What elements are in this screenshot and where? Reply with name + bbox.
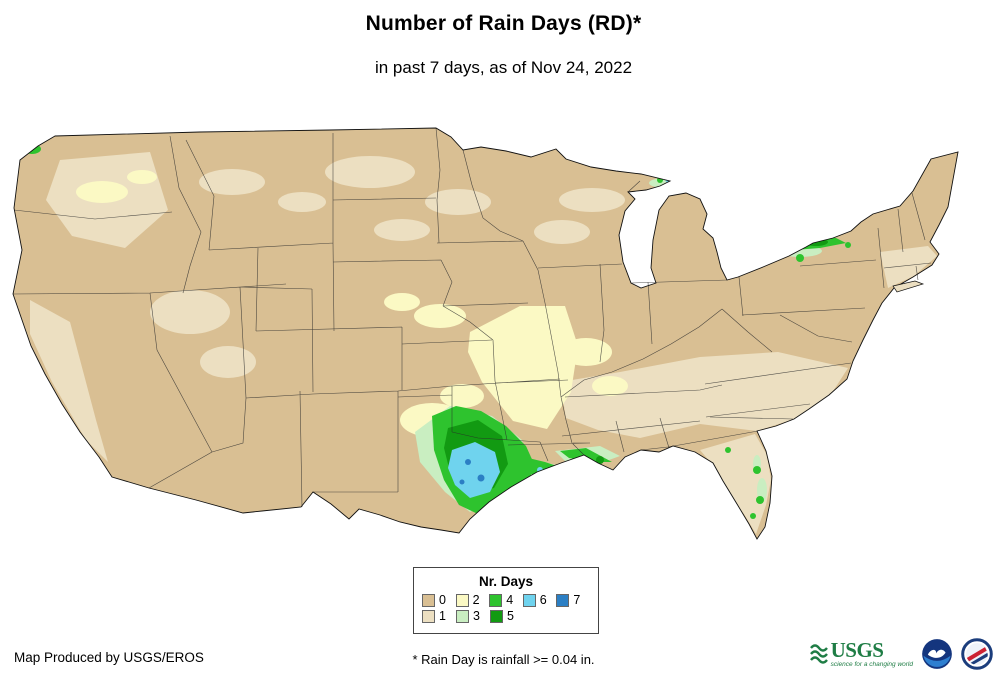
- regions-7-days: [459, 459, 485, 485]
- legend-swatch: [490, 610, 503, 623]
- legend-swatch: [489, 594, 503, 607]
- legend-swatch: [422, 594, 435, 607]
- legend-value-label: 6: [539, 593, 547, 607]
- legend-value-label: 2: [472, 593, 480, 607]
- legend-row: 1 3 5: [422, 610, 590, 626]
- legend-item: 1: [422, 610, 456, 623]
- usgs-text-block: USGS science for a changing world: [830, 638, 913, 669]
- legend-value-label: 7: [573, 593, 581, 607]
- usgs-tagline: science for a changing world: [830, 661, 913, 668]
- credit-text: Map Produced by USGS/EROS: [14, 650, 204, 665]
- legend-rows: 0 2 4 6 7 1 3 5: [422, 594, 590, 626]
- state-boundaries: [12, 127, 932, 508]
- legend-title: Nr. Days: [478, 574, 534, 589]
- agency-logos: USGS science for a changing world: [809, 638, 993, 670]
- legend-item: 7: [556, 594, 590, 607]
- legend-value-label: 3: [473, 609, 480, 623]
- legend-value-label: 4: [506, 593, 514, 607]
- noaa-logo-icon: [922, 639, 952, 669]
- legend-item: 4: [489, 594, 523, 607]
- legend-item: 0: [422, 594, 456, 607]
- usgs-wordmark: USGS: [830, 638, 884, 662]
- page-subtitle: in past 7 days, as of Nov 24, 2022: [374, 58, 633, 77]
- footnote-text: * Rain Day is rainfall >= 0.04 in.: [412, 652, 595, 667]
- legend-row: 0 2 4 6 7: [422, 594, 590, 610]
- legend-value-label: 1: [439, 609, 446, 623]
- legend-swatch: [522, 594, 536, 607]
- usgs-logo: USGS science for a changing world: [809, 640, 913, 668]
- long-island: [892, 280, 925, 293]
- legend-item: 2: [455, 593, 490, 607]
- legend-swatch: [422, 610, 435, 623]
- legend-item: 5: [490, 610, 524, 623]
- page-title: Number of Rain Days (RD)*: [365, 12, 642, 35]
- legend-swatch: [456, 610, 469, 623]
- legend-item: 3: [456, 610, 490, 623]
- legend-value-label: 0: [439, 593, 446, 607]
- national-outline: [12, 127, 959, 540]
- legend: Nr. Days 0 2 4 6 7 1 3 5: [413, 567, 599, 634]
- legend-value-label: 5: [507, 609, 514, 623]
- legend-swatch: [455, 594, 469, 607]
- nws-logo-icon: [961, 638, 993, 670]
- usgs-wave-icon: [809, 644, 828, 664]
- legend-item: 6: [522, 593, 557, 607]
- legend-swatch: [556, 594, 570, 607]
